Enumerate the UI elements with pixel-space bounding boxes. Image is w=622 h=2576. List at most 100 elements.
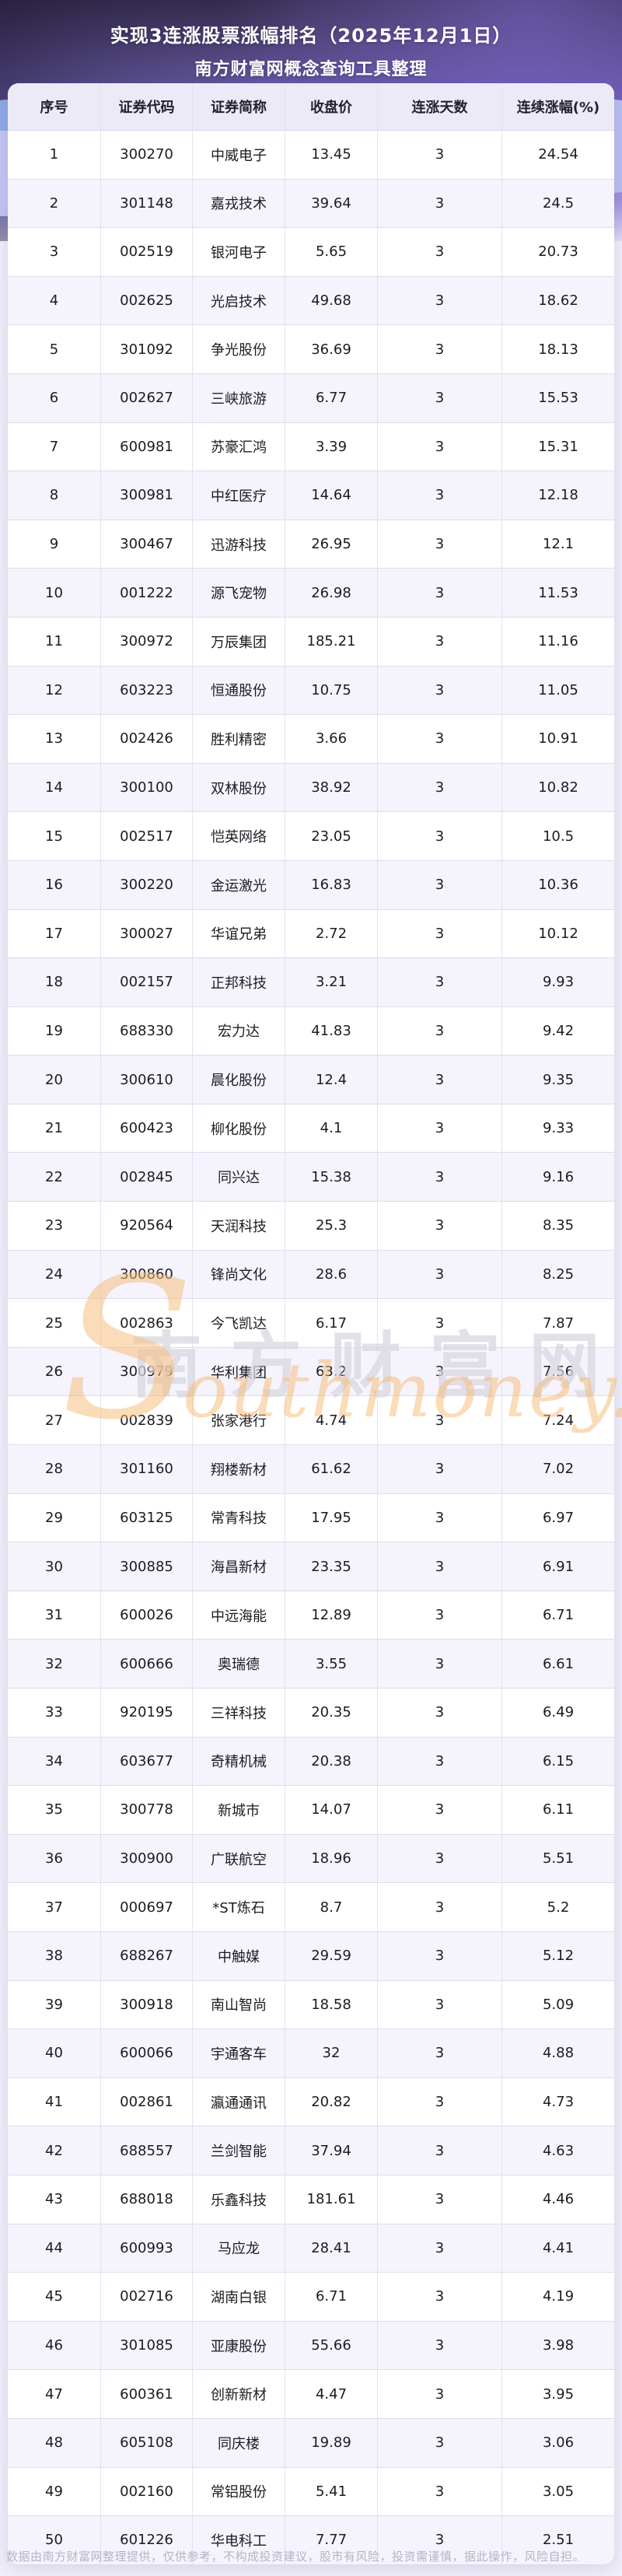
close-cell: 49.68	[285, 276, 378, 325]
code-cell: 002863	[101, 1299, 193, 1347]
name-cell: 同庆楼	[193, 2418, 285, 2467]
code-cell: 600423	[101, 1104, 193, 1153]
name-cell: 双林股份	[193, 763, 285, 812]
table-row: 43 688018 乐鑫科技 181.61 3 4.46	[8, 2174, 614, 2224]
days-cell: 3	[378, 2224, 502, 2273]
table-row: 15 002517 恺英网络 23.05 3 10.5	[8, 811, 614, 860]
seq-cell: 42	[8, 2126, 101, 2175]
name-cell: 锋尚文化	[193, 1250, 285, 1299]
code-cell: 300885	[101, 1542, 193, 1591]
code-cell: 002160	[101, 2467, 193, 2516]
close-cell: 12.89	[285, 1591, 378, 1640]
gain-cell: 2.51	[542, 2532, 575, 2549]
gain-cell: 11.53	[538, 584, 578, 601]
gain-cell: 9.35	[542, 1071, 575, 1088]
days-cell: 3	[378, 1202, 502, 1250]
days-cell: 3	[378, 2467, 502, 2516]
close-cell: 28.6	[285, 1250, 378, 1299]
days-cell: 3	[378, 860, 502, 909]
code-cell: 688557	[101, 2126, 193, 2175]
gain-cell: 10.82	[538, 779, 578, 796]
days-cell: 3	[378, 276, 502, 325]
days-cell: 3	[378, 131, 502, 179]
gain-cell: 7.87	[542, 1314, 575, 1332]
days-cell: 3	[378, 325, 502, 373]
table-row: 22 002845 同兴达 15.38 3 9.16	[8, 1152, 614, 1202]
seq-cell: 31	[8, 1591, 101, 1640]
days-cell: 3	[378, 471, 502, 520]
seq-cell: 13	[8, 715, 101, 763]
name-cell: 源飞宠物	[193, 569, 285, 617]
name-cell: 华电科工	[193, 2516, 285, 2564]
name-cell: 翔楼新材	[193, 1445, 285, 1493]
code-cell: 300220	[101, 860, 193, 909]
gain-cell: 6.11	[542, 1801, 575, 1818]
table-row: 14 300100 双林股份 38.92 3 10.82	[8, 762, 614, 812]
code-cell: 600981	[101, 422, 193, 471]
code-cell: 600361	[101, 2370, 193, 2418]
gain-cell: 9.16	[542, 1168, 575, 1185]
days-cell: 3	[378, 2126, 502, 2175]
close-cell: 14.64	[285, 471, 378, 520]
page-title: 实现3连涨股票涨幅排名（2025年12月1日） 南方财富网概念查询工具整理	[0, 0, 622, 80]
gain-cell: 5.51	[542, 1850, 575, 1867]
code-cell: 301148	[101, 179, 193, 228]
code-cell: 001222	[101, 569, 193, 617]
close-cell: 61.62	[285, 1445, 378, 1493]
days-cell: 3	[378, 1883, 502, 1931]
close-cell: 37.94	[285, 2126, 378, 2175]
days-cell: 3	[378, 1931, 502, 1980]
table-row: 4 002625 光启技术 49.68 3 18.62	[8, 275, 614, 325]
code-cell: 301092	[101, 325, 193, 373]
seq-cell: 14	[8, 763, 101, 812]
close-cell: 23.05	[285, 812, 378, 860]
gain-cell: 7.56	[542, 1363, 575, 1381]
table-row: 26 300979 华利集团 63.2 3 7.56	[8, 1346, 614, 1396]
gain-cell: 6.61	[542, 1655, 575, 1672]
table-row: 19 688330 宏力达 41.83 3 9.42	[8, 1006, 614, 1055]
days-cell: 3	[378, 2370, 502, 2418]
days-cell: 3	[378, 373, 502, 422]
name-cell: 华谊兄弟	[193, 909, 285, 958]
code-cell: 300860	[101, 1250, 193, 1299]
gain-cell: 6.71	[542, 1607, 575, 1624]
gain-cell: 10.36	[538, 877, 578, 894]
days-cell: 3	[378, 763, 502, 812]
table-row: 41 002861 瀛通通讯 20.82 3 4.73	[8, 2077, 614, 2126]
gain-cell: 4.46	[542, 2191, 575, 2208]
gain-cell: 9.93	[542, 974, 575, 991]
close-cell: 6.71	[285, 2273, 378, 2321]
days-cell: 3	[378, 520, 502, 569]
gain-cell: 4.63	[542, 2142, 575, 2159]
table-row: 45 002716 湖南白银 6.71 3 4.19	[8, 2272, 614, 2321]
gain-cell: 6.49	[542, 1704, 575, 1721]
code-cell: 600026	[101, 1591, 193, 1640]
gain-cell: 4.41	[542, 2239, 575, 2256]
code-cell: 300979	[101, 1347, 193, 1396]
days-cell: 3	[378, 2516, 502, 2564]
name-cell: 迅游科技	[193, 520, 285, 569]
name-cell: 海昌新材	[193, 1542, 285, 1591]
seq-cell: 2	[8, 179, 101, 228]
name-cell: 宏力达	[193, 1006, 285, 1055]
name-cell: 苏豪汇鸿	[193, 422, 285, 471]
table-row: 34 603677 奇精机械 20.38 3 6.15	[8, 1736, 614, 1786]
close-cell: 181.61	[285, 2175, 378, 2224]
name-cell: 胜利精密	[193, 715, 285, 763]
days-cell: 3	[378, 1493, 502, 1542]
name-cell: 兰剑智能	[193, 2126, 285, 2175]
code-cell: 605108	[101, 2418, 193, 2467]
seq-cell: 43	[8, 2175, 101, 2224]
days-cell: 3	[378, 2418, 502, 2467]
code-cell: 002716	[101, 2273, 193, 2321]
close-cell: 12.4	[285, 1055, 378, 1104]
gain-cell: 3.06	[542, 2434, 575, 2452]
seq-cell: 12	[8, 666, 101, 715]
close-cell: 3.55	[285, 1640, 378, 1688]
close-cell: 55.66	[285, 2321, 378, 2370]
seq-cell: 37	[8, 1883, 101, 1931]
seq-cell: 30	[8, 1542, 101, 1591]
name-cell: 新城市	[193, 1786, 285, 1834]
name-cell: 湖南白银	[193, 2273, 285, 2321]
table-row: 49 002160 常铝股份 5.41 3 3.05	[8, 2466, 614, 2516]
